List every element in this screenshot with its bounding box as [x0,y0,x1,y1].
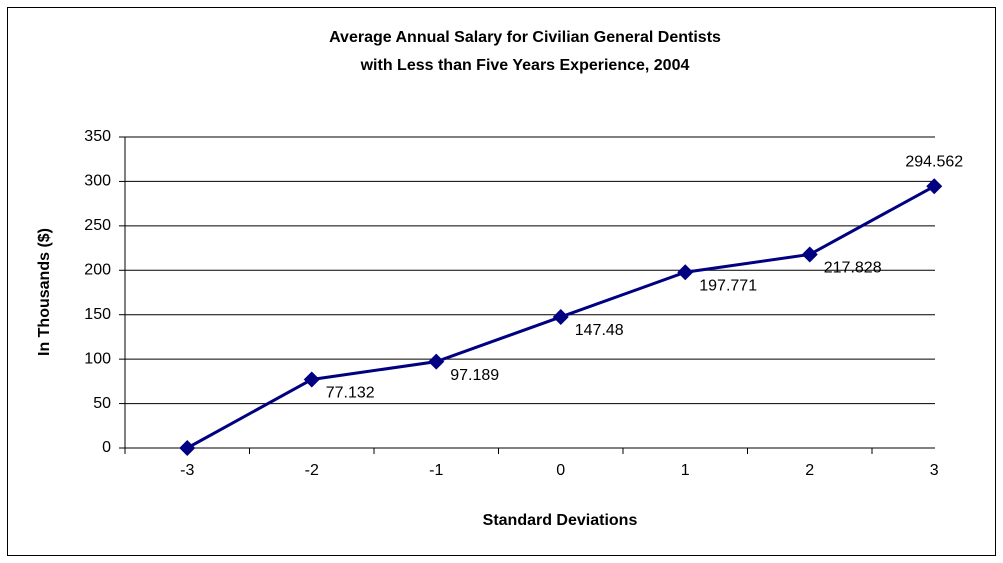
data-label: 217.828 [824,260,882,277]
data-point [926,178,943,195]
y-tick-label: 100 [84,350,111,367]
data-point [179,440,196,456]
x-tick-label: 1 [681,462,690,479]
data-label: 294.562 [905,153,963,170]
chart-title: Average Annual Salary for Civilian Gener… [329,29,721,46]
data-point [303,371,320,388]
data-label: 147.48 [575,322,624,339]
y-axis-label: In Thousands ($) [36,228,53,356]
y-tick-label: 150 [84,306,111,323]
data-point [677,264,694,281]
x-tick-label: 0 [556,462,565,479]
data-label: 97.189 [450,367,499,384]
x-tick-label: -1 [429,462,443,479]
chart-border [7,7,996,556]
y-tick-label: 200 [84,262,111,279]
data-point [552,308,569,325]
data-point [801,246,818,263]
y-tick-label: 300 [84,173,111,190]
x-tick-label: -3 [180,462,194,479]
x-axis-label: Standard Deviations [483,512,638,529]
y-tick-label: 350 [84,128,111,145]
y-tick-label: 250 [84,217,111,234]
data-point [428,353,445,370]
x-tick-label: 2 [805,462,814,479]
x-tick-label: -2 [305,462,319,479]
y-tick-label: 50 [93,395,111,412]
data-label: 197.771 [699,277,757,294]
chart-subtitle: with Less than Five Years Experience, 20… [360,57,690,74]
data-label: 77.132 [326,385,375,402]
x-tick-label: 3 [930,462,939,479]
y-tick-label: 0 [102,439,111,456]
